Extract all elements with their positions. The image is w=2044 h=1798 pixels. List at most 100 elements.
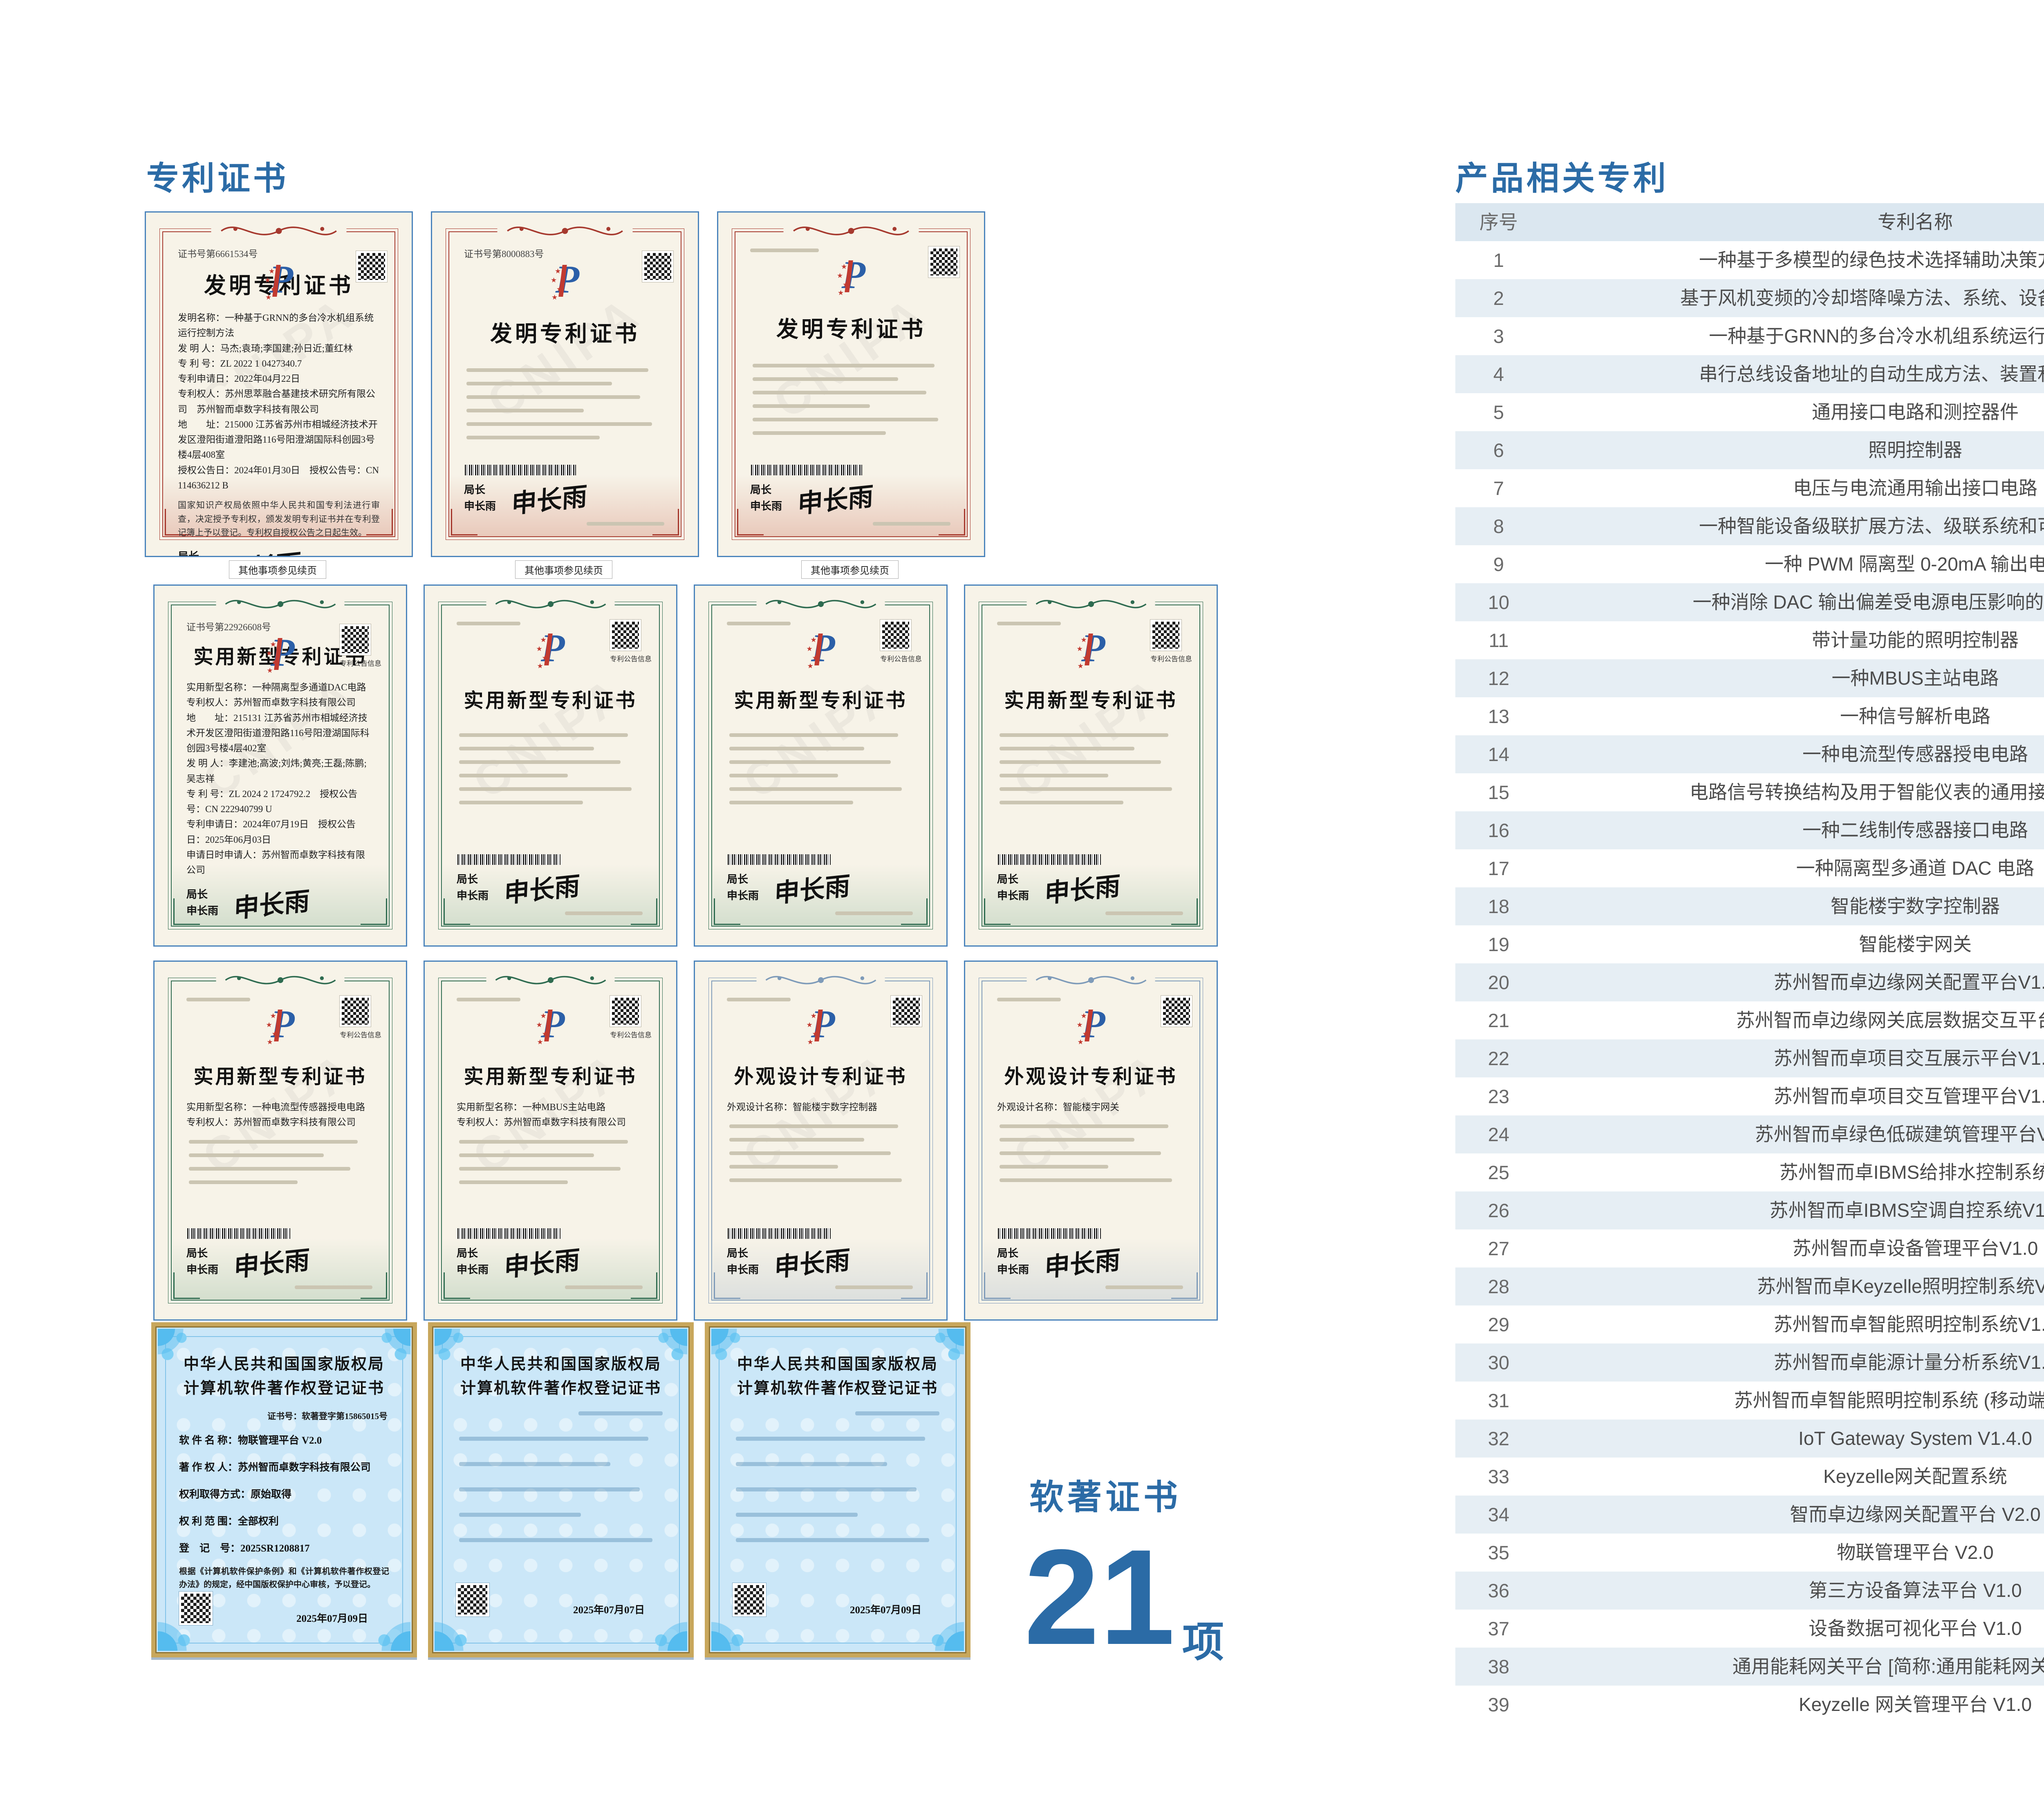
qr-caption: 专利公告信息: [1150, 655, 1192, 663]
top-ornament: [497, 222, 633, 240]
signature-script: 申长雨: [233, 887, 310, 924]
cell-name: 苏州智而卓智能照明控制系统 (移动端) V1.0: [1734, 1390, 2044, 1411]
certificate-content: P ★ ★ ★ ★ 专利公告信息 实用新型专利证书 局长 申长雨 申长雨: [997, 613, 1192, 919]
cell-name: 一种基于多模型的绿色技术选择辅助决策方法和系统: [1699, 249, 2044, 271]
qr-caption: 专利公告信息: [340, 660, 381, 667]
certificate-title: 中华人民共和国国家版权局: [737, 1356, 938, 1373]
bottom-tint-band: [736, 475, 966, 536]
cell-name: 苏州智而卓项目交互展示平台V1.0: [1773, 1048, 2044, 1069]
certificate-number: 证书号第22926608号: [186, 622, 271, 632]
text-placeholder: [1000, 801, 1123, 804]
cell-no: 36: [1488, 1580, 1510, 1601]
signature-row: 局长申长雨申长雨: [997, 1243, 1185, 1282]
cell-no: 10: [1488, 591, 1510, 613]
text-placeholder: [729, 787, 902, 791]
text-placeholder: [457, 622, 521, 625]
bottom-tint-band: [713, 864, 928, 926]
qr-code: [1150, 619, 1182, 651]
text-placeholder: [459, 1140, 628, 1144]
signer-labels: 局长申长雨: [464, 483, 496, 512]
qr-block: [356, 251, 388, 282]
continuation-note: 其他事项参见续页: [515, 560, 612, 579]
certificate-body: [997, 723, 1185, 814]
qr-block: [928, 246, 960, 278]
barcode: [457, 1228, 561, 1239]
corner-ornament: [361, 898, 387, 925]
certificate-field: 发 明 人：马杰;袁琦;李国建;孙日近;董红林: [178, 343, 353, 354]
corner-ornament: [714, 898, 740, 925]
certificate-title: 发明专利证书: [490, 322, 640, 346]
signature-script: 申长雨: [511, 483, 588, 519]
cell-no: 1: [1493, 249, 1504, 271]
cell-no: 13: [1488, 705, 1510, 727]
legal-paragraph: 国家知识产权局依照中华人民共和国专利法进行审查，决定授予专利权，颁发发明专利证书…: [178, 500, 380, 538]
certificate-content: 证书号第22926608号 P ★ ★ ★ ★ 专利公告信息 实用新型专利证书 实用新型名称：一…: [186, 613, 381, 923]
table-row: 11带计量功能的照明控制器实用新型: [1455, 621, 2044, 659]
bottom-tint-band: [450, 475, 680, 536]
qr-code: [642, 251, 674, 282]
issue-date: 2025年07月07日: [573, 1605, 645, 1616]
cell-name: 照明控制器: [1868, 439, 1962, 461]
text-placeholder: [459, 1167, 621, 1171]
bottom-tint-band: [443, 1238, 658, 1300]
table-row: 1一种基于多模型的绿色技术选择辅助决策方法和系统发明: [1455, 241, 2044, 279]
bottom-tint-band: [983, 864, 1199, 926]
cell-name: 苏州智而卓IBMS给排水控制系统: [1779, 1162, 2044, 1183]
certificate-title: 实用新型专利证书: [193, 1066, 367, 1088]
corner-ornament: [901, 1272, 928, 1299]
corner-ornament: [878, 1594, 964, 1651]
cell-name: 苏州智而卓能源计量分析系统V1.0: [1773, 1352, 2044, 1373]
cell-no: 25: [1488, 1162, 1510, 1183]
text-placeholder: [1000, 1124, 1169, 1129]
cell-name: 智能楼宇网关: [1859, 934, 1972, 955]
text-placeholder: [1000, 747, 1135, 750]
cell-no: 24: [1488, 1124, 1510, 1145]
text-placeholder: [466, 436, 600, 439]
patent-certificate: CNIPA P ★ ★ ★ ★ 外观设计专利证书 外观设计名称：智能楼宇网关 局长 申长雨 申长雨: [964, 961, 1218, 1321]
cell-no: 22: [1488, 1048, 1510, 1069]
cell-name: 一种电流型传感器授电电路: [1802, 743, 2028, 765]
bottom-tint-band: [443, 864, 658, 926]
text-placeholder: [729, 1151, 891, 1155]
table-row: 5通用接口电路和测控器件发明: [1455, 393, 2044, 431]
certificate-title: 实用新型专利证书: [464, 1066, 637, 1088]
qr-code: [339, 624, 371, 656]
qr-code: [610, 619, 641, 651]
text-placeholder: [753, 404, 870, 408]
patent-certificate: CNIPA 证书号第6661534号 P ★ ★ ★ ★ 发明专利证书 发明名称：一种基于GRN…: [145, 211, 413, 557]
cnipa-logo-icon: P ★ ★ ★ ★: [806, 1002, 835, 1046]
certificate-title: 外观设计专利证书: [1004, 1066, 1178, 1088]
text-placeholder: [1000, 760, 1161, 764]
text-placeholder: [729, 733, 899, 737]
signer-labels: 局长申长雨: [750, 483, 782, 512]
text-placeholder: [729, 747, 865, 750]
certificate-content: 证书号第8000883号 P ★ ★ ★ ★ 发明专利证书 局长 申长雨 申长雨: [464, 240, 674, 530]
certificate-content: P ★ ★ ★ ★ 专利公告信息 实用新型专利证书 局长 申长雨 申长雨: [727, 613, 922, 919]
cell-name: 通用能耗网关平台 [简称:通用能耗网关] V2.0: [1732, 1656, 2044, 1677]
table-header-name: 专利名称: [1878, 211, 1953, 233]
corner-ornament: [444, 898, 470, 925]
cell-no: 9: [1493, 553, 1504, 575]
bottom-tint-band: [173, 864, 388, 926]
cell-name: 智而卓边缘网关配置平台 V2.0: [1790, 1504, 2041, 1525]
signer-labels: 局长申长雨: [186, 1247, 219, 1276]
qr-block: [1161, 995, 1192, 1027]
cell-no: 33: [1488, 1466, 1510, 1487]
text-placeholder: [736, 1512, 858, 1517]
cnipa-logo-icon: P ★ ★ ★ ★: [806, 626, 835, 670]
text-placeholder: [729, 760, 891, 764]
date-placeholder: [1105, 1285, 1183, 1289]
software-certificates-label: 软著证书: [1029, 1478, 1182, 1516]
text-placeholder: [186, 998, 251, 1001]
cell-name: 一种MBUS主站电路: [1831, 667, 1999, 689]
text-placeholder: [189, 1167, 350, 1171]
signer-labels: 局长申长雨: [186, 888, 219, 917]
corner-ornament: [451, 509, 477, 535]
patent-certificate: CNIPA P ★ ★ ★ ★ 专利公告信息 实用新型专利证书 局长 申长雨 申长雨: [694, 584, 948, 947]
text-placeholder: [189, 1180, 298, 1184]
